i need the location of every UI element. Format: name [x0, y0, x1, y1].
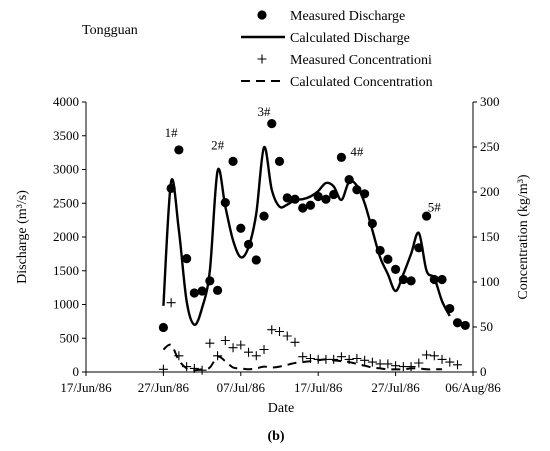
- measured-concentrationi-point: [422, 350, 432, 360]
- measured-concentrationi-point: [383, 359, 393, 369]
- legend-label: Calculated Discharge: [290, 31, 410, 46]
- measured-discharge-point: [391, 264, 401, 274]
- measured-concentrationi-point: [398, 362, 408, 372]
- measured-discharge-point: [274, 156, 285, 166]
- measured-concentrationi-point: [336, 352, 346, 362]
- calculated-discharge-line: [162, 146, 451, 326]
- y-right-tick-label: 50: [480, 319, 493, 334]
- measured-discharge-point: [452, 318, 463, 328]
- measured-concentrationi-point: [158, 364, 168, 374]
- legend-item: Calculated Discharge: [241, 31, 410, 46]
- x-tick-label: 06/Aug/86: [445, 380, 501, 395]
- measured-concentrationi-point: [236, 340, 246, 350]
- legend-dot-marker: [257, 10, 267, 20]
- peak-annotation: 4#: [350, 144, 364, 159]
- measured-concentrationi-point: [298, 352, 308, 362]
- y-left-tick-label: 3000: [53, 162, 79, 177]
- measured-discharge-point: [158, 322, 168, 333]
- measured-concentrationi-point: [375, 359, 385, 369]
- x-tick-label: 17/Jun/86: [60, 380, 112, 395]
- y-left-tick-label: 4000: [53, 94, 79, 109]
- measured-concentrationi-point: [275, 327, 284, 336]
- figure-caption: (b): [267, 429, 284, 444]
- measured-discharge-point: [421, 211, 432, 221]
- y-left-tick-label: 3500: [53, 128, 79, 143]
- measured-discharge-point: [437, 274, 447, 285]
- measured-discharge-point: [298, 203, 308, 213]
- measured-concentrationi-point: [251, 351, 261, 361]
- measured-concentrationi-point: [205, 338, 215, 348]
- y-left-tick-label: 500: [60, 330, 80, 345]
- y-right-tick-label: 150: [480, 229, 500, 244]
- legend-plus-marker: [257, 54, 267, 64]
- measured-concentrationi-point: [259, 345, 269, 354]
- measured-concentrationi-point: [244, 347, 254, 357]
- x-tick-label: 27/Jul/86: [371, 380, 420, 395]
- measured-concentrationi-point: [352, 354, 362, 363]
- measured-concentrationi-point: [189, 363, 199, 373]
- y-right-tick-label: 100: [480, 274, 500, 289]
- y-right-tick-label: 250: [480, 139, 500, 154]
- measured-concentrationi-point: [360, 355, 370, 365]
- measured-concentrationi-point: [166, 298, 176, 308]
- y-right-tick-label: 0: [480, 364, 487, 379]
- legend-label: Measured Concentrationi: [290, 53, 432, 68]
- measured-discharge-point: [228, 156, 238, 166]
- y-left-tick-label: 2500: [53, 195, 79, 210]
- measured-discharge-point: [336, 152, 347, 162]
- measured-discharge-point: [212, 285, 223, 295]
- measured-discharge-point: [251, 255, 261, 265]
- measured-concentrationi-point: [406, 362, 416, 372]
- measured-concentrationi-point: [228, 343, 238, 353]
- measured-discharge-point: [460, 320, 470, 331]
- x-tick-label: 07/Jul/86: [217, 380, 266, 395]
- measured-discharge-point: [282, 193, 292, 203]
- y-left-tick-label: 1500: [53, 263, 79, 278]
- measured-concentrationi-point: [414, 358, 424, 368]
- y-left-tick-label: 0: [73, 364, 80, 379]
- legend-item: Measured Concentrationi: [257, 53, 432, 68]
- measured-discharge-point: [197, 286, 207, 296]
- y-axis-left-title: Discharge (m³/s): [15, 190, 30, 284]
- peak-annotation: 1#: [165, 125, 179, 140]
- measured-concentrationi-point: [290, 337, 300, 347]
- x-tick-label: 27/Jun/86: [138, 380, 190, 395]
- y-right-tick-label: 300: [480, 94, 500, 109]
- measured-concentrationi-point: [453, 360, 463, 370]
- x-tick-label: 17/Jul/86: [294, 380, 343, 395]
- y-axis-right-title: Concentration (kg/m³): [516, 174, 531, 299]
- measured-concentrationi-point: [367, 357, 377, 367]
- y-right-tick-label: 200: [480, 184, 500, 199]
- measured-discharge-point: [236, 223, 246, 233]
- measured-discharge-point: [259, 211, 269, 221]
- legend-label: Measured Discharge: [290, 9, 405, 24]
- measured-concentrationi-point: [437, 354, 447, 364]
- measured-discharge-point: [182, 254, 192, 264]
- measured-discharge-point: [267, 119, 277, 129]
- measured-discharge-point: [189, 288, 199, 298]
- measured-concentrationi-point: [267, 325, 277, 335]
- station-label: Tongguan: [82, 23, 138, 38]
- measured-discharge-point: [321, 194, 331, 204]
- legend-label: Calculated Concentration: [290, 75, 433, 90]
- y-left-tick-label: 1000: [53, 297, 79, 312]
- legend-item: Calculated Concentration: [241, 75, 433, 90]
- legend-item: Measured Discharge: [257, 9, 405, 24]
- peak-annotation: 3#: [258, 104, 272, 119]
- measured-concentrationi-point: [445, 357, 455, 367]
- measured-discharge-point: [305, 200, 316, 210]
- measured-discharge-point: [406, 276, 416, 286]
- peak-annotation: 5#: [428, 199, 442, 214]
- peak-annotation: 2#: [211, 137, 225, 152]
- measured-discharge-point: [174, 145, 184, 155]
- measured-concentrationi-point: [429, 351, 439, 361]
- calculated-concentration-line: [162, 343, 443, 372]
- measured-concentrationi-point: [282, 331, 292, 341]
- x-axis-title: Date: [268, 401, 294, 416]
- measured-concentrationi-point: [220, 336, 230, 345]
- y-left-tick-label: 2000: [53, 229, 79, 244]
- measured-discharge-point: [383, 254, 393, 264]
